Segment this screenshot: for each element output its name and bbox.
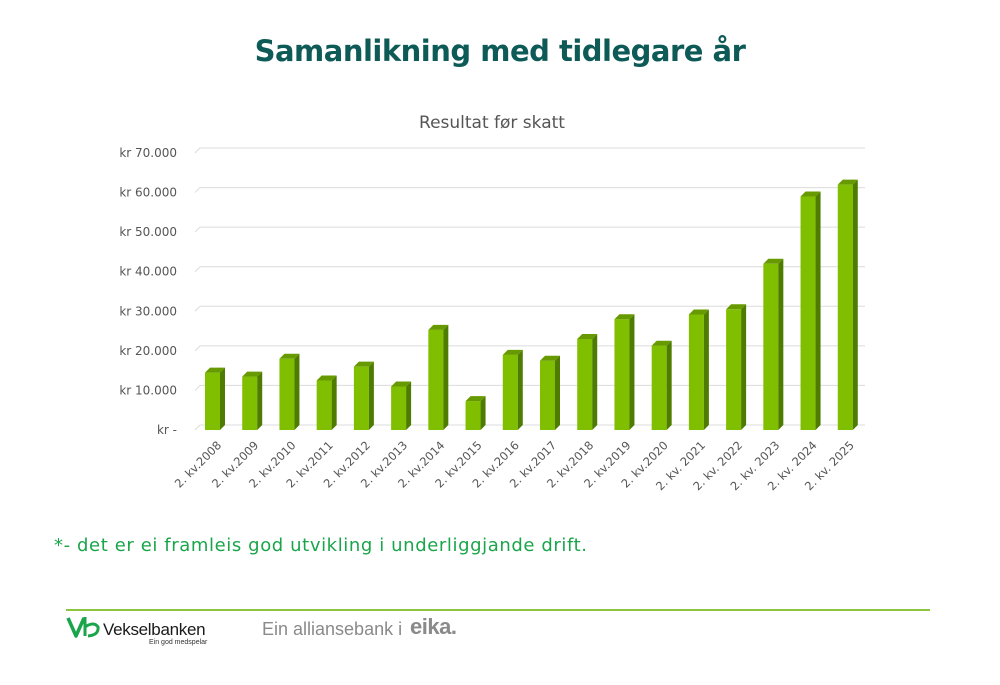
vekselbanken-logo: Vekselbanken Ein god medspelar — [66, 614, 226, 650]
gridline — [194, 147, 865, 154]
y-tick-label: kr 40.000 — [119, 265, 177, 279]
gridline — [194, 226, 865, 233]
y-tick-label: kr 70.000 — [119, 146, 177, 160]
y-tick-label: kr 60.000 — [119, 186, 177, 200]
gridline — [194, 424, 865, 431]
bar — [800, 191, 821, 430]
slide-title: Samanlikning med tidlegare år — [254, 34, 746, 68]
bar — [502, 349, 523, 430]
bank-tagline: Ein god medspelar — [149, 639, 208, 646]
y-axis: kr - kr 10.000 kr 20.000 kr 30.000 kr 40.000… — [119, 146, 177, 437]
y-tick-label: kr 10.000 — [119, 383, 177, 397]
bar — [837, 179, 858, 430]
bank-name: Vekselbanken — [103, 620, 206, 639]
bar-chart: Resultat før skatt kr - kr 10.000 kr 20.00… — [119, 113, 865, 493]
bar — [391, 381, 412, 430]
bar — [316, 375, 337, 430]
gridline — [194, 187, 865, 193]
bar — [726, 304, 747, 430]
y-tick-label: kr 30.000 — [119, 304, 177, 318]
bars — [205, 179, 858, 430]
grid-lines — [194, 147, 865, 431]
gridline — [194, 266, 865, 273]
gridline — [194, 305, 865, 312]
bar — [614, 314, 635, 430]
y-tick-label: kr 50.000 — [119, 225, 177, 239]
y-tick-label: kr - — [157, 423, 177, 437]
bar — [205, 367, 225, 430]
footer-divider — [66, 609, 930, 611]
bar — [651, 340, 672, 430]
footnote: *- det er ei framleis god utvikling i un… — [54, 535, 588, 556]
gridline — [194, 345, 865, 352]
y-tick-label: kr 20.000 — [119, 344, 177, 358]
bar — [428, 324, 449, 430]
bar — [465, 396, 486, 430]
eika-logo: eika. — [410, 614, 457, 639]
chart-title: Resultat før skatt — [419, 113, 565, 133]
gridline — [194, 384, 865, 391]
bar — [540, 355, 560, 430]
alliance-text: Ein alliansebank i — [262, 619, 403, 639]
bar — [688, 309, 709, 430]
bar — [353, 361, 374, 430]
bar — [577, 333, 598, 430]
bar — [763, 258, 784, 430]
vekselbanken-logo-icon — [66, 617, 100, 638]
bar — [279, 353, 300, 430]
bar — [242, 371, 263, 430]
